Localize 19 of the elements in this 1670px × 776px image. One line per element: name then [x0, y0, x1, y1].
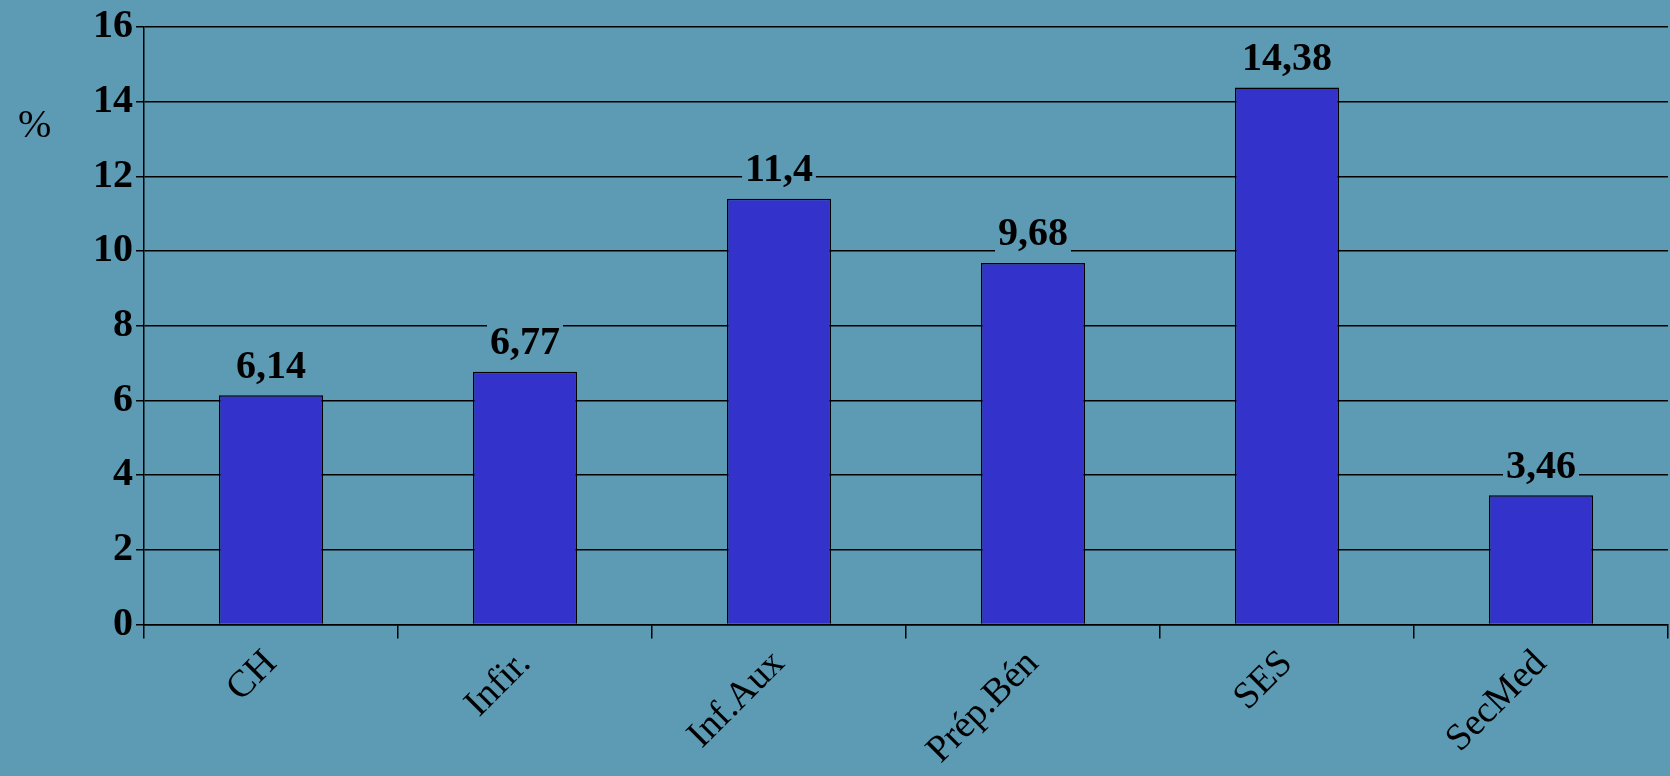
- y-tick-label: 4: [113, 449, 133, 495]
- data-label: 14,38: [1242, 33, 1332, 79]
- x-tick-label: CH: [216, 640, 284, 708]
- y-tick-label: 6: [113, 374, 133, 420]
- data-label: 6,77: [490, 318, 560, 364]
- y-tick-label: 12: [93, 150, 133, 196]
- y-tick-label: 14: [93, 76, 133, 122]
- data-label: 9,68: [998, 209, 1068, 255]
- y-tick-label: 16: [93, 1, 133, 47]
- data-label: 3,46: [1506, 441, 1576, 487]
- y-tick-label: 10: [93, 225, 133, 271]
- x-tick-label: Infir.: [455, 640, 538, 724]
- data-label: 6,14: [236, 341, 306, 387]
- x-tick-label: SES: [1223, 640, 1300, 717]
- y-tick-label: 2: [113, 524, 133, 570]
- y-axis-title: %: [18, 100, 52, 147]
- data-label: 11,4: [745, 145, 813, 191]
- y-tick-label: 8: [113, 300, 133, 346]
- y-tick-label: 0: [113, 598, 133, 644]
